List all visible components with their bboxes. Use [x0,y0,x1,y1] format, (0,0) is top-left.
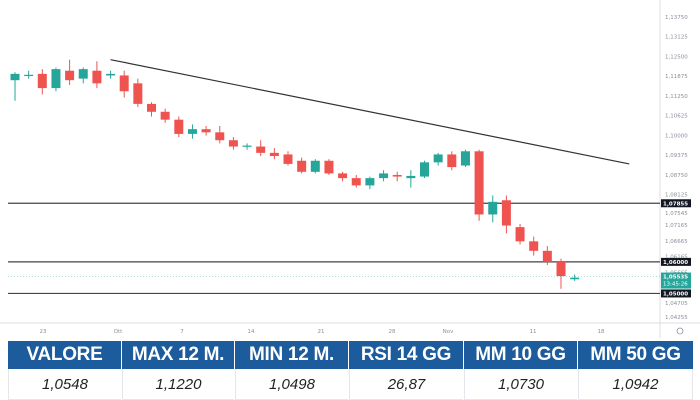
stat-column-rsi-14: RSI 14 GG 26,87 [349,341,463,400]
stat-value: 1,0730 [464,369,577,400]
candle-body [310,160,320,172]
stat-header: MIN 12 M. [235,341,348,369]
x-tick-label: 14 [248,329,255,335]
stat-header: RSI 14 GG [349,341,463,369]
stat-header: MM 10 GG [464,341,577,369]
y-tick-label: 1,08750 [665,173,688,179]
candle-body [297,160,307,172]
x-tick-label: 23 [40,329,47,335]
last-price-label: 1,05535 [663,275,688,281]
candle-body [269,152,279,157]
x-tick-label: 18 [598,329,605,335]
candle-body [338,173,348,179]
candle-body [65,70,75,81]
candle-body [488,201,498,215]
price-level-label: 1,05000 [663,291,688,297]
candle-body [515,227,525,242]
candle-body [447,154,457,168]
candle-body [256,146,266,153]
stat-value: 1,0548 [8,369,121,400]
candle-body [147,103,156,112]
candle-body [51,69,61,89]
y-tick-label: 1,13125 [665,35,688,41]
stat-value: 1,0942 [578,369,693,400]
y-tick-label: 1,07165 [665,223,688,229]
candle-body [119,75,129,92]
candle-body [351,178,361,186]
stat-value: 26,87 [349,369,463,400]
candle-body [160,111,170,120]
candle-body [24,74,34,77]
candle-body [78,69,88,79]
candle-body [92,70,102,84]
settings-icon [676,327,684,335]
stats-table: VALORE 1,0548 MAX 12 M. 1,1220 MIN 12 M.… [8,341,693,400]
candle-body [215,132,225,141]
y-tick-label: 1,11875 [665,74,688,80]
stat-header: VALORE [8,341,121,369]
y-tick-label: 1,08125 [665,193,688,199]
x-tick-label: 11 [530,329,537,335]
candle-body [501,200,511,226]
candle-body [392,174,402,177]
candle-body [379,173,389,179]
candle-body [433,154,443,163]
stat-column-mm-10: MM 10 GG 1,0730 [464,341,577,400]
candle-body [174,119,184,134]
x-tick-label: Ott [114,329,123,335]
y-tick-label: 1,10000 [665,133,688,139]
candle-body [242,145,252,147]
y-tick-label: 1,12500 [665,54,688,60]
candle-body [474,151,484,215]
last-price-tag [661,272,691,289]
x-tick-label: 28 [389,329,396,335]
candle-body [10,73,20,81]
candle-body [283,154,293,164]
price-chart: 1,13750 1,13125 1,12500 1,11875 1,11250 1,106… [0,0,700,338]
y-tick-label: 1,10625 [665,114,688,120]
y-tick-label: 1,06665 [665,239,688,245]
price-level-label: 1,06000 [663,260,688,266]
stat-header: MAX 12 M. [122,341,234,369]
candle-body [556,261,566,277]
y-tick-label: 1,11250 [665,94,688,100]
price-level-label: 1,07855 [663,201,688,207]
candle-body [420,162,429,177]
candle-body [529,241,539,251]
price-level-tag [661,289,691,298]
candle-body [106,73,116,76]
candle-body [542,250,552,262]
candle-body [570,277,580,280]
y-tick-label: 1,06165 [665,255,688,261]
x-tick-label: 7 [180,329,184,335]
stat-column-value: VALORE 1,0548 [8,341,121,400]
stat-header: MM 50 GG [578,341,693,369]
candle-body [133,83,143,104]
x-tick-label: 21 [318,329,325,335]
stat-column-max-12m: MAX 12 M. 1,1220 [122,341,234,400]
price-level-tag [661,199,691,208]
y-tick-label: 1,09375 [665,153,688,159]
candle-body [324,160,334,174]
stat-column-mm-50: MM 50 GG 1,0942 [578,341,693,400]
candle-body [406,175,416,179]
candle-body [37,73,47,89]
candle-body [228,140,238,147]
candle-body [365,178,375,186]
y-tick-label: 1,13750 [665,15,688,21]
candle-body [460,151,470,166]
last-price-countdown: 13:45:26 [663,282,688,288]
stat-column-min-12m: MIN 12 M. 1,0498 [235,341,348,400]
x-tick-label: Nov [443,329,454,335]
price-level-tag [661,257,691,266]
trendline [110,59,630,165]
y-tick-label: 1,04255 [665,315,688,321]
stat-value: 1,1220 [122,369,234,400]
candle-body [201,129,211,133]
candle-body [187,129,197,134]
y-tick-label: 1,07545 [665,211,688,217]
stat-value: 1,0498 [235,369,348,400]
y-tick-label: 1,04705 [665,301,688,307]
